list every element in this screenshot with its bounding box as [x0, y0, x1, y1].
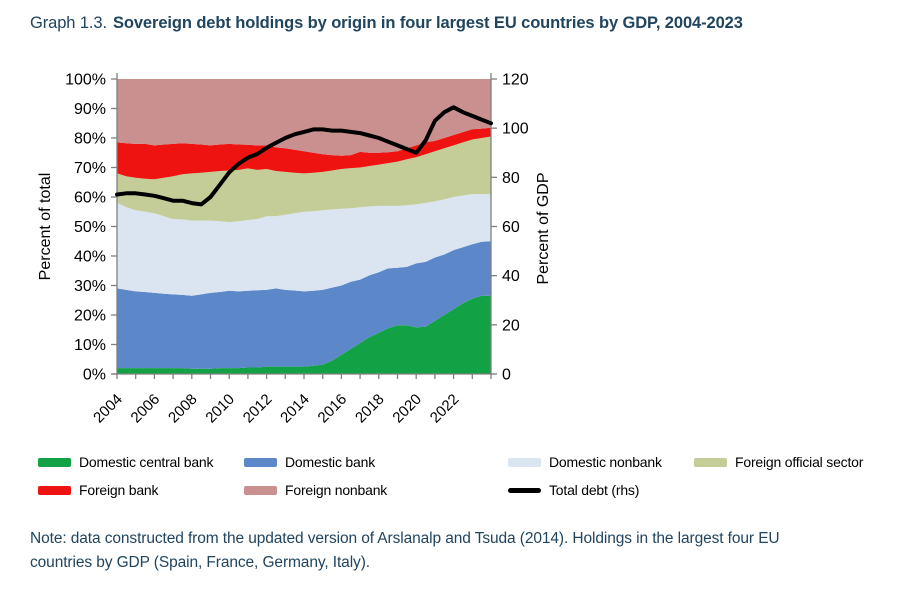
svg-text:2016: 2016 — [315, 391, 351, 427]
chart-legend: Domestic central bank Domestic bank Domest… — [38, 448, 878, 504]
svg-text:10%: 10% — [74, 337, 106, 354]
svg-text:2008: 2008 — [165, 391, 201, 427]
svg-text:20%: 20% — [74, 308, 106, 325]
svg-text:20: 20 — [502, 317, 520, 334]
svg-text:90%: 90% — [74, 101, 106, 118]
graph-title: Graph 1.3. Sovereign debt holdings by ori… — [30, 14, 880, 33]
svg-text:Percent of GDP: Percent of GDP — [535, 172, 552, 284]
note-line-1: Note: data constructed from the updated … — [30, 530, 780, 547]
legend-label: Domestic nonbank — [549, 454, 662, 470]
svg-text:40%: 40% — [74, 249, 106, 266]
svg-text:60: 60 — [502, 219, 520, 236]
legend-item: Foreign bank — [38, 482, 244, 498]
svg-text:0%: 0% — [83, 367, 106, 384]
svg-text:2020: 2020 — [389, 391, 425, 427]
legend-label: Foreign bank — [79, 482, 159, 498]
legend-swatch-mauve — [244, 485, 277, 495]
legend-label: Domestic central bank — [79, 454, 214, 470]
svg-text:2012: 2012 — [240, 391, 276, 427]
svg-text:40: 40 — [502, 268, 520, 285]
svg-text:Percent of total: Percent of total — [37, 173, 54, 281]
graph-title-text: Sovereign debt holdings by origin in fou… — [112, 14, 743, 32]
legend-item: Total debt (rhs) — [508, 482, 639, 498]
legend-label: Total debt (rhs) — [549, 482, 640, 498]
legend-swatch-green — [38, 457, 71, 467]
svg-text:100: 100 — [502, 121, 529, 138]
svg-text:30%: 30% — [74, 278, 106, 295]
svg-text:2006: 2006 — [128, 391, 164, 427]
legend-swatch-red — [38, 485, 71, 495]
svg-text:2022: 2022 — [427, 391, 463, 427]
note-line-2: countries by GDP (Spain, France, Germany… — [30, 554, 370, 572]
note-text: Note: data constructed from the updated … — [30, 527, 878, 575]
svg-text:100%: 100% — [65, 72, 106, 89]
svg-text:80: 80 — [502, 170, 520, 187]
svg-text:50%: 50% — [74, 219, 106, 236]
legend-label: Foreign nonbank — [285, 482, 388, 498]
svg-text:120: 120 — [502, 72, 529, 89]
legend-swatch-blue — [244, 457, 277, 467]
svg-text:2004: 2004 — [90, 391, 126, 427]
svg-text:2014: 2014 — [277, 391, 313, 427]
legend-item: Domestic central bank — [38, 454, 244, 470]
legend-item: Foreign official sector — [694, 454, 863, 470]
legend-item: Domestic bank — [244, 454, 508, 470]
legend-swatch-olive — [694, 457, 727, 467]
legend-swatch-line — [508, 487, 541, 493]
legend-label: Foreign official sector — [735, 454, 864, 470]
svg-text:80%: 80% — [74, 131, 106, 148]
svg-text:2018: 2018 — [352, 391, 388, 427]
legend-item: Domestic nonbank — [508, 454, 694, 470]
legend-label: Domestic bank — [285, 454, 375, 470]
graph-number: Graph 1.3. — [30, 14, 107, 32]
svg-text:60%: 60% — [74, 190, 106, 207]
legend-row-1: Domestic central bank Domestic bank Domest… — [38, 448, 878, 476]
legend-swatch-light_blue — [508, 457, 541, 467]
legend-row-2: Foreign bank Foreign nonbank Total debt (r… — [38, 476, 878, 504]
legend-item: Foreign nonbank — [244, 482, 508, 498]
svg-text:70%: 70% — [74, 160, 106, 177]
svg-text:0: 0 — [502, 367, 511, 384]
svg-text:2010: 2010 — [202, 391, 238, 427]
